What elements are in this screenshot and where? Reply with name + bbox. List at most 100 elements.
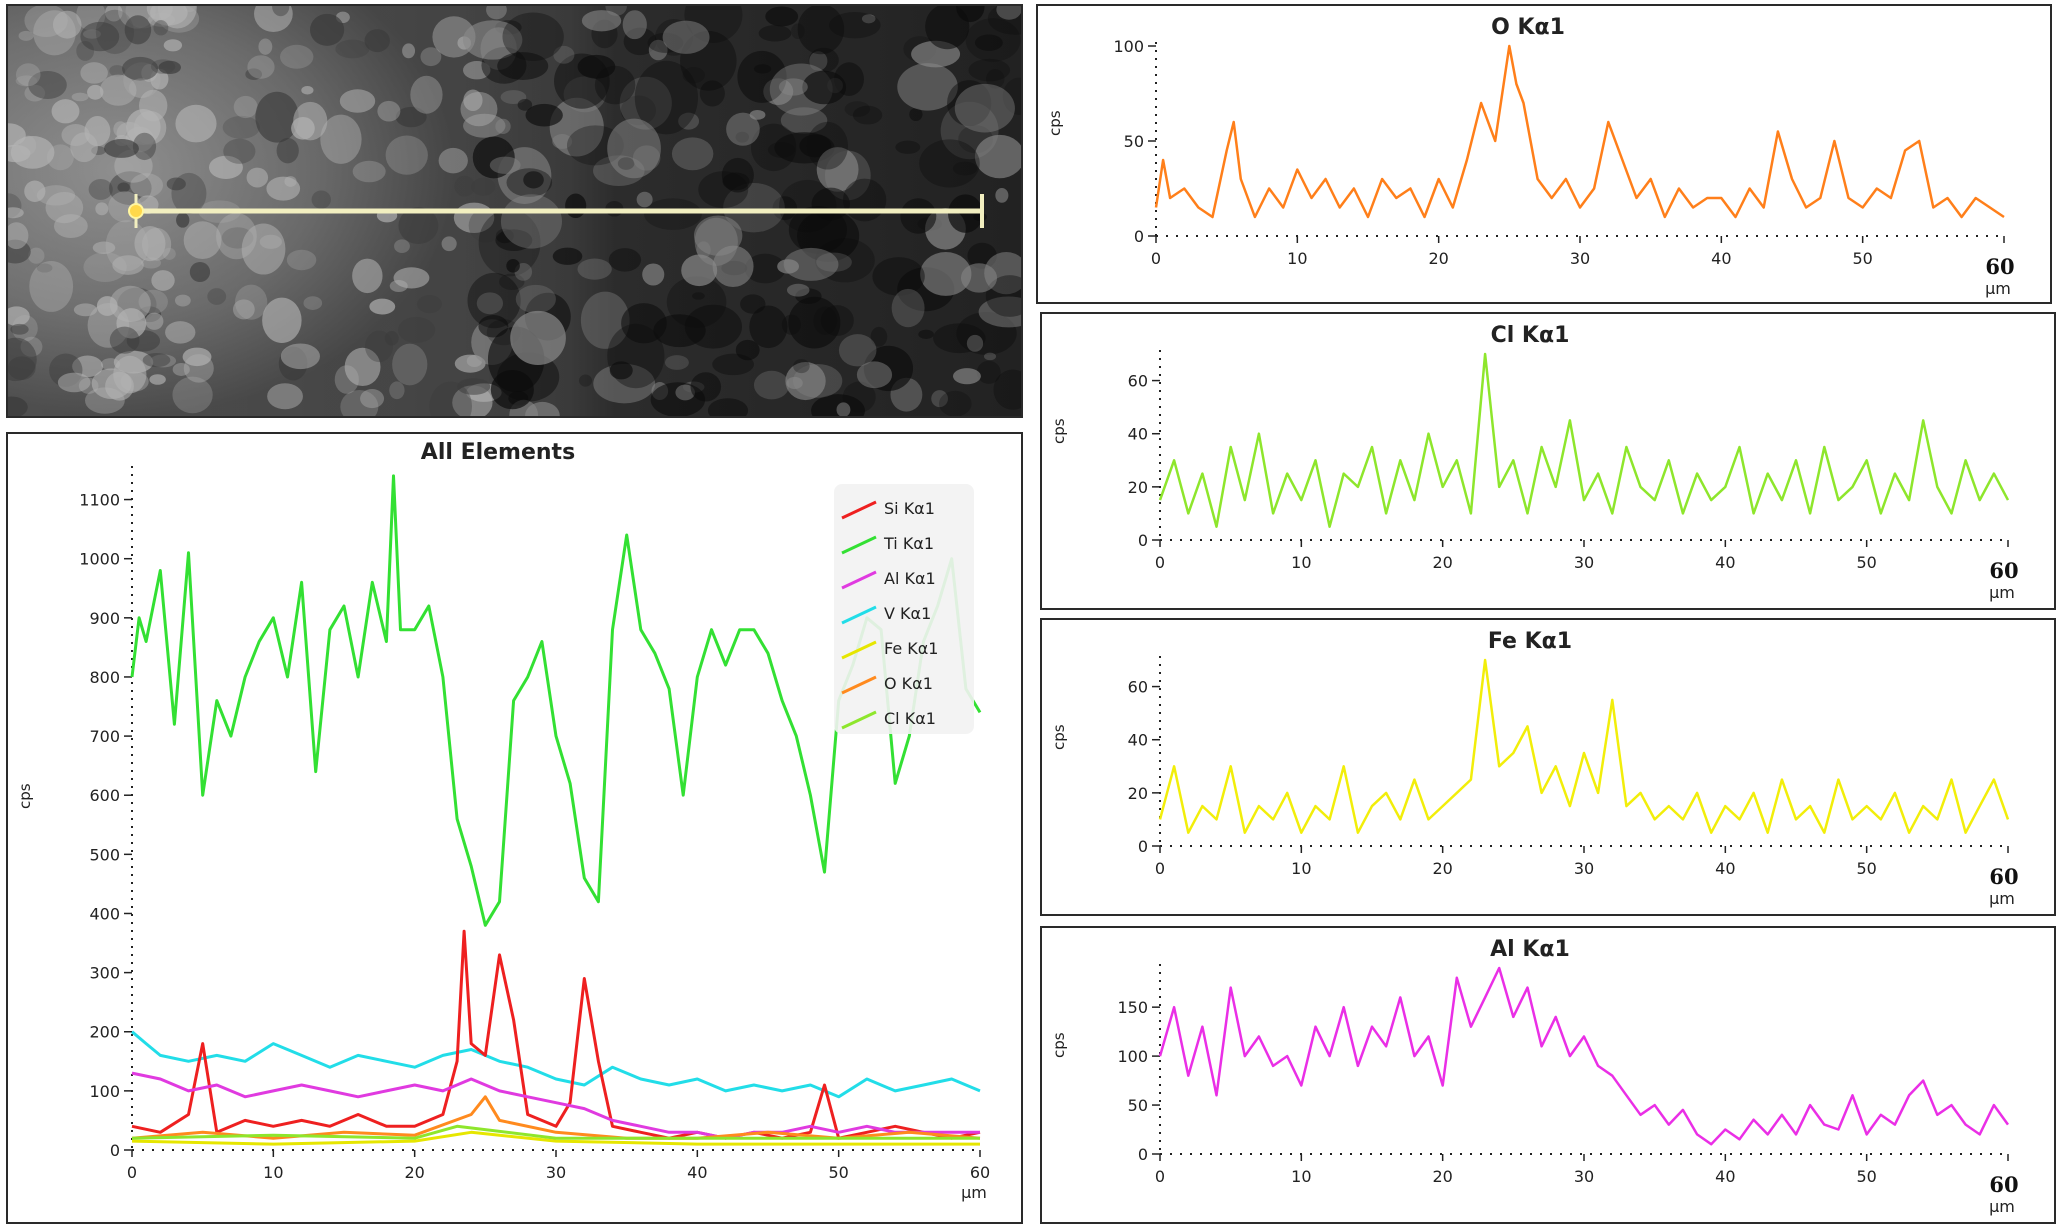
x-tick-label: 50: [1856, 553, 1876, 572]
x-axis-unit: µm: [1989, 889, 2015, 908]
sem-grain: [71, 92, 89, 102]
sem-grain: [785, 362, 826, 401]
sem-grain: [352, 258, 383, 294]
sem-grain: [919, 139, 980, 188]
sem-grain: [80, 21, 120, 52]
sem-grain: [113, 350, 154, 374]
y-tick-label: 1100: [79, 491, 120, 510]
legend-item: Al Kα1: [884, 569, 936, 588]
sem-grain: [844, 101, 871, 117]
sem-grain: [80, 62, 108, 84]
x-tick-label: 30: [1574, 859, 1594, 878]
sem-grain: [339, 89, 376, 113]
sem-grain: [344, 347, 381, 387]
sem-grain: [398, 207, 439, 244]
x-axis-unit: µm: [1985, 279, 2011, 298]
sem-grain: [222, 115, 260, 139]
x-tick-label: 10: [1287, 249, 1307, 268]
sem-grain: [310, 13, 345, 46]
sem-grain: [76, 6, 106, 31]
sem-grain: [57, 372, 91, 393]
sem-grain: [816, 147, 859, 192]
sem-grain: [301, 86, 314, 95]
sem-grain: [740, 294, 766, 314]
sem-grain: [594, 65, 636, 105]
sem-grain: [622, 10, 647, 40]
sem-grain: [842, 178, 887, 222]
sem-grain: [978, 296, 1021, 328]
sem-grain: [797, 6, 845, 55]
sem-grain: [476, 292, 504, 315]
y-axis-label: cps: [1050, 1032, 1068, 1058]
sem-grain: [53, 214, 88, 239]
y-tick-label: 0: [1138, 837, 1148, 856]
sem-grain: [918, 329, 934, 340]
o-chart: O Kα1 cps 0 50 100 0 10 20 30 40 50 60 µm: [1036, 4, 2052, 304]
sem-grain: [811, 187, 850, 221]
sem-grain: [525, 401, 560, 416]
y-axis-label: cps: [1046, 110, 1064, 136]
sem-grain: [774, 132, 835, 164]
sem-grain: [8, 337, 37, 382]
sem-grain: [174, 294, 191, 307]
sem-grain: [393, 267, 430, 289]
sem-grain: [183, 6, 196, 13]
sem-grain: [109, 326, 140, 354]
sem-grain: [462, 20, 523, 60]
sem-grain: [497, 52, 549, 80]
y-tick-label: 900: [89, 609, 120, 628]
sem-grain: [467, 272, 521, 329]
sem-grain: [166, 177, 186, 191]
x-tick-label: 20: [1432, 553, 1452, 572]
sem-grain: [952, 368, 981, 385]
sem-grain: [552, 247, 583, 265]
sem-grain: [636, 191, 653, 208]
sem-grain: [241, 223, 286, 275]
sem-grain: [216, 212, 257, 260]
sem-grain: [609, 361, 633, 380]
sem-grain: [183, 221, 222, 259]
sem-grain: [976, 360, 1001, 384]
sem-grain: [99, 74, 137, 106]
sem-grain: [500, 90, 527, 105]
y-tick-label: 400: [89, 904, 120, 923]
sem-grain: [753, 370, 790, 400]
x-tick-label: 0: [127, 1163, 137, 1182]
y-tick-label: 60: [1128, 678, 1148, 697]
x-tick-label: 40: [1715, 553, 1735, 572]
y-axis-label: cps: [1050, 724, 1068, 750]
sem-grain: [232, 299, 255, 320]
sem-grain: [385, 135, 428, 175]
sem-grain: [272, 6, 290, 17]
chart-title: Fe Kα1: [1488, 629, 1572, 654]
sem-grain: [171, 172, 207, 215]
sem-grain: [489, 156, 521, 174]
sem-grain: [223, 138, 256, 164]
x-end-label: 60: [1989, 558, 2018, 583]
sem-grain: [517, 98, 533, 111]
sem-grain: [619, 76, 672, 130]
sem-grain: [751, 123, 797, 172]
sem-grain: [1002, 77, 1021, 115]
series-line-fe: [131, 1130, 980, 1146]
sem-grain: [429, 381, 473, 416]
sem-grain: [472, 136, 515, 179]
sem-grain: [938, 390, 972, 416]
sem-grain: [207, 288, 227, 305]
sem-grain: [684, 6, 743, 43]
x-tick-label: 50: [1856, 1167, 1876, 1186]
y-tick-label: 50: [1124, 132, 1144, 151]
sem-grain: [968, 58, 1011, 82]
series-line-v: [131, 1030, 981, 1099]
fe-chart: Fe Kα1 cps 0 20 40 60 0 10 20 30 40 50 60 µm: [1040, 618, 2056, 916]
scan-start-marker[interactable]: [128, 203, 144, 219]
all-elements-chart: All Elements cps 0 100 200 300 400 500 600 700 8…: [6, 432, 1023, 1224]
sem-grain: [105, 371, 134, 401]
x-tick-label: 20: [1432, 1167, 1452, 1186]
sem-grain: [996, 6, 1021, 20]
sem-grain: [605, 6, 627, 16]
sem-micrograph: [6, 4, 1023, 418]
sem-grain: [737, 50, 787, 103]
sem-grain: [947, 80, 992, 127]
